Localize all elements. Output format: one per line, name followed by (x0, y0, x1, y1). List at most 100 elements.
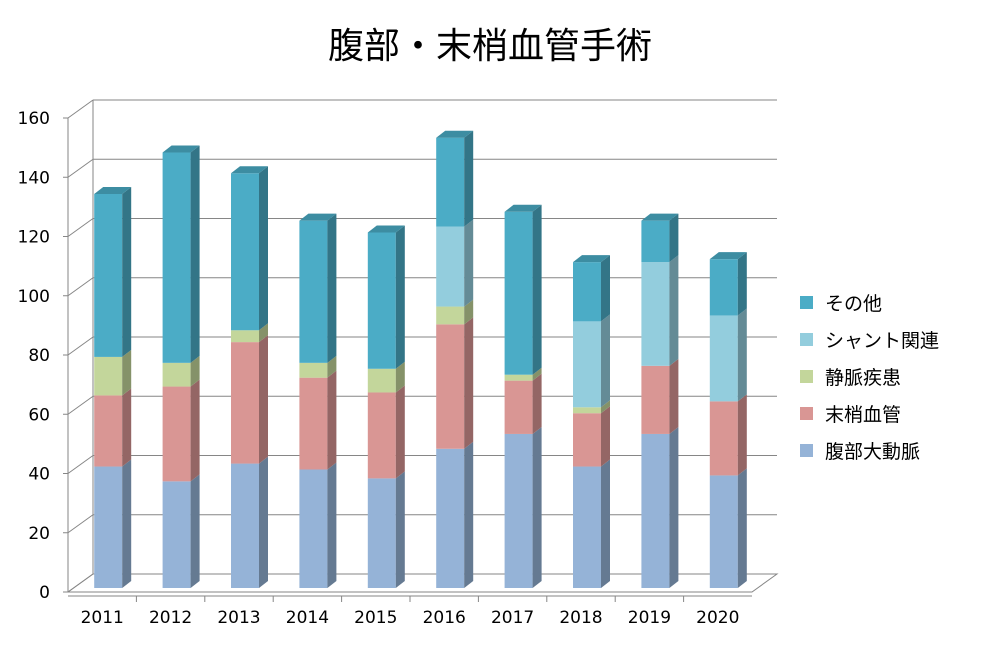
gridline-side (67, 99, 94, 119)
bar-front (299, 220, 328, 363)
bar-segment (641, 426, 679, 588)
bar-side (259, 456, 268, 588)
bar-segment (641, 213, 679, 263)
bar-top (709, 252, 747, 260)
legend-item: その他 (800, 293, 882, 315)
x-tick-label: 2012 (149, 608, 192, 628)
bar-segment (299, 355, 337, 378)
bar-segment (162, 145, 200, 363)
bar-front (436, 448, 465, 588)
gridline-side (67, 158, 94, 178)
bar-side (464, 130, 474, 227)
bar-front (367, 478, 396, 588)
x-tick-label: 2016 (423, 608, 466, 628)
legend-label: シャント関連 (825, 330, 939, 352)
bar-front (94, 395, 123, 467)
bar-segment (94, 388, 132, 467)
bar-front (573, 407, 601, 414)
bar-front (504, 374, 533, 381)
legend-item: 末梢血管 (800, 404, 901, 426)
gridline-side (67, 277, 94, 297)
bar-front (299, 469, 328, 588)
bar-front (504, 211, 533, 375)
bar-side (327, 213, 337, 363)
bar-segment (94, 459, 132, 588)
bar-side (669, 426, 679, 588)
bar-side (669, 255, 679, 366)
bar-front (162, 481, 191, 588)
bar-front (641, 365, 670, 434)
bar-front (504, 433, 533, 588)
legend-swatch (800, 296, 813, 309)
bar-segment (436, 219, 474, 307)
bar-segment (573, 400, 610, 414)
bar-side (122, 459, 132, 588)
bar-side (601, 314, 610, 408)
legend-item: 静脈疾患 (800, 367, 901, 389)
bar-segment (573, 314, 610, 408)
bar-segment (231, 335, 268, 464)
gridline-side (67, 455, 94, 474)
bar-segment (573, 459, 610, 588)
bar-front (367, 232, 396, 369)
x-tick-label: 2014 (286, 608, 329, 628)
bar-side (464, 317, 474, 449)
bar-side (327, 355, 337, 378)
bar-front (573, 466, 601, 588)
bar-front (641, 262, 670, 366)
bar-side (122, 388, 132, 467)
bar-side (327, 462, 337, 588)
bar-front (231, 173, 259, 331)
legend-swatch (800, 370, 813, 383)
legend-label: 静脈疾患 (825, 367, 901, 389)
bar-front (231, 463, 259, 588)
bar-side (259, 166, 268, 331)
bar-side (532, 426, 542, 588)
bar-front (94, 356, 123, 396)
bar-front (709, 259, 738, 316)
bar-side (259, 323, 268, 343)
bar-side (395, 225, 405, 369)
bar-side (464, 219, 474, 307)
bar-segment (709, 468, 747, 588)
bar-segment (367, 361, 405, 393)
bar-front (641, 220, 670, 263)
bar-top (367, 225, 405, 233)
bar-segment (573, 406, 610, 467)
y-tick-label: 0 (39, 583, 50, 603)
bar-side (190, 474, 200, 588)
bar-side (669, 213, 679, 263)
bar-front (94, 466, 123, 588)
gridline-side (67, 218, 94, 237)
legend-swatch (800, 407, 813, 420)
x-tick-label: 2020 (696, 608, 739, 628)
bar-side (122, 186, 132, 357)
bar-segment (299, 213, 337, 363)
y-tick-label: 140 (18, 168, 50, 188)
x-tick-label: 2018 (559, 608, 602, 628)
bar-side (601, 400, 610, 414)
legend-item: 腹部大動脈 (800, 441, 920, 463)
bar-segment (367, 471, 405, 588)
bar-segment (299, 462, 337, 588)
bar-top (504, 204, 542, 212)
bar-top (573, 255, 610, 263)
bar-front (367, 368, 396, 393)
bar-segment (94, 349, 132, 396)
bar-segment (709, 252, 747, 316)
bar-front (436, 226, 465, 307)
bar-side (737, 394, 747, 476)
bar-side (259, 335, 268, 464)
bar-segment (504, 373, 542, 434)
legend-item: シャント関連 (800, 330, 939, 352)
bar-front (573, 413, 601, 467)
chart-title: 腹部・末梢血管手術 (328, 26, 652, 67)
bar-front (94, 193, 123, 357)
bar-segment (367, 225, 405, 369)
bar-front (573, 321, 601, 408)
bar-top (299, 213, 337, 221)
bar-segment (709, 394, 747, 476)
gridline-side (67, 395, 94, 415)
bar-top (231, 166, 268, 174)
